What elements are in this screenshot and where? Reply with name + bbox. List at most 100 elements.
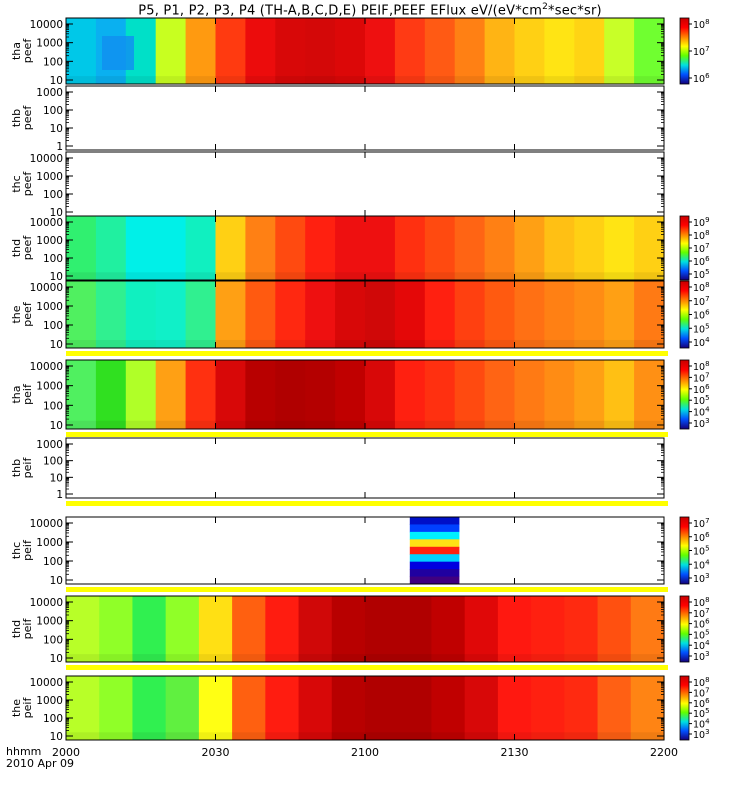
the-peif-ytick-label: 10: [50, 731, 63, 743]
tha-peef-cell-shade: [155, 76, 187, 84]
thd-peif-colorbar: [679, 595, 690, 663]
x-axis-date-label: 2010 Apr 09: [6, 757, 75, 770]
the-peif-cell: [630, 676, 665, 740]
thc-peif-ytick-label: 10: [50, 575, 63, 587]
thb-peif-ytick-label: 10: [50, 472, 63, 484]
thd-peif-cell-shade: [431, 654, 466, 662]
the-peef-ytick-label: 100: [43, 320, 63, 332]
the-peef-colorbar-label: 107: [693, 295, 710, 308]
thd-peef-cell: [604, 216, 635, 280]
thd-peif-cell: [630, 596, 665, 662]
thc-peif-block-row: [409, 554, 460, 563]
the-peef-probe-label: the: [10, 305, 23, 323]
thd-peif-cell: [232, 596, 266, 662]
thd-peef-colorbar-label: 108: [693, 229, 710, 242]
tha-peef-ytick-label: 10: [50, 75, 63, 87]
thd-peef-cell-shade: [66, 272, 97, 280]
the-peef-cell: [305, 281, 336, 348]
thb-peif-ytick-label: 100: [43, 456, 63, 468]
thd-peef-cell: [424, 216, 456, 280]
tha-peif-cell-shade: [604, 420, 635, 429]
tha-peif-cell: [365, 360, 396, 429]
tha-peif-cell-shade: [514, 420, 545, 429]
tha-peif-cell-shade: [394, 420, 426, 429]
tha-peif-colorbar-label: 104: [693, 406, 710, 419]
thc-peif-ytick-label: 100: [43, 556, 63, 568]
thc-peif-colorbar-label: 106: [693, 531, 710, 544]
tha-peef-cell-shade: [95, 76, 127, 84]
tha-peif-cell-shade: [574, 420, 605, 429]
tha-peef-cell: [155, 18, 187, 84]
the-peef-cell: [125, 281, 157, 348]
tha-peif-cell: [275, 360, 306, 429]
the-peif-cell: [431, 676, 466, 740]
tha-peif-cell-shade: [424, 420, 456, 429]
thd-peef-cell-shade: [454, 272, 486, 280]
thd-peif-cell: [198, 596, 233, 662]
thd-peef-cell: [365, 216, 396, 280]
the-peef-colorbar-label: 105: [693, 322, 710, 335]
tha-peif-cell-shade: [365, 420, 396, 429]
the-peif-cell-shade: [464, 732, 499, 740]
the-peef-gap-band: [66, 351, 668, 356]
tha-peef-cell: [574, 18, 605, 84]
tha-peef-cell-shade: [335, 76, 366, 84]
the-peef-ytick-label: 10000: [30, 282, 63, 294]
thd-peef-cell-shade: [215, 272, 246, 280]
tha-peef-ytick-label: 10000: [30, 19, 63, 31]
thd-peif-cell-shade: [630, 654, 665, 662]
thd-peef-cell-shade: [484, 272, 516, 280]
x-axis-unit-label: hhmm: [6, 745, 42, 758]
tha-peif-cell-shade: [155, 420, 187, 429]
thd-peif-product-label: peif: [21, 618, 34, 640]
thd-peif-cell: [398, 596, 433, 662]
thc-peif-colorbar-label: 104: [693, 558, 710, 571]
thd-peif-cell: [99, 596, 134, 662]
thd-peif-cell-shade: [365, 654, 399, 662]
tha-peef-cell-shade: [484, 76, 516, 84]
the-peef-colorbar-label: 106: [693, 309, 710, 322]
thb-peif-frame: [65, 437, 665, 499]
the-peif-cell-shade: [66, 732, 100, 740]
thd-peef-ytick-label: 10: [50, 271, 63, 283]
tha-peif-ytick-label: 100: [43, 400, 63, 412]
the-peef-cell-shade: [245, 339, 276, 348]
the-peef-cell: [155, 281, 187, 348]
thd-peef-cell-shade: [394, 272, 426, 280]
thc-peif-probe-label: thc: [10, 542, 23, 559]
thd-peef-product-label: peef: [21, 235, 34, 261]
thd-peif-colorbar-label: 106: [693, 618, 710, 631]
tha-peef-cell: [365, 18, 396, 84]
thc-peif-colorbar: [679, 516, 690, 585]
the-peef-cell-shade: [185, 339, 217, 348]
the-peif-cell: [497, 676, 532, 740]
thb-peef-ytick-label: 1: [56, 141, 63, 153]
tha-peef-cell: [185, 18, 217, 84]
tha-peef-probe-label: tha: [10, 42, 23, 60]
tha-peif-cell-shade: [634, 420, 665, 429]
thd-peef-cell: [544, 216, 575, 280]
thc-peef-probe-label: thc: [10, 175, 23, 192]
thd-peef-cell-shade: [604, 272, 635, 280]
thd-peef-cell-shade: [514, 272, 545, 280]
tha-peif-cell: [544, 360, 575, 429]
thd-peif-cell: [165, 596, 200, 662]
thc-peif-frame: [65, 516, 665, 585]
tha-peif-cell: [335, 360, 366, 429]
the-peif-cell-shade: [431, 732, 466, 740]
thd-peef-cell: [514, 216, 545, 280]
the-peef-cell-shade: [95, 339, 127, 348]
the-peif-probe-label: the: [10, 699, 23, 717]
thd-peef-ytick-label: 100: [43, 253, 63, 265]
thd-peif-cell: [66, 596, 100, 662]
tha-peif-cell: [185, 360, 217, 429]
the-peif-cell-shade: [165, 732, 200, 740]
tha-peif-cell: [95, 360, 127, 429]
thd-peef-cell: [275, 216, 306, 280]
the-peif-cell: [165, 676, 200, 740]
thd-peef-cell: [185, 216, 217, 280]
thc-peef-ytick-label: 1000: [36, 171, 63, 183]
the-peif-cell-shade: [365, 732, 399, 740]
the-peif-colorbar-label: 103: [693, 728, 710, 741]
